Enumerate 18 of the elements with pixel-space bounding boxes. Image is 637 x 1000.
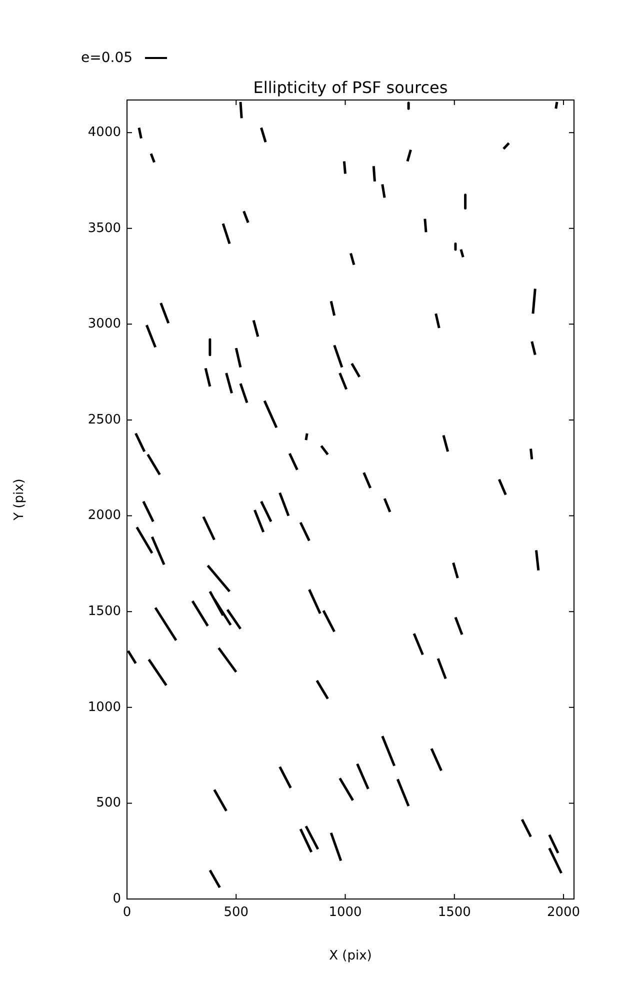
y-tick-label: 0 — [112, 891, 121, 906]
x-tick-label: 0 — [122, 905, 132, 920]
y-tick-label: 3500 — [88, 220, 121, 236]
x-tick-label: 1500 — [438, 905, 471, 920]
y-tick-label: 2000 — [88, 508, 121, 524]
x-tick-label: 1000 — [328, 905, 362, 920]
y-tick-label: 4000 — [88, 124, 121, 140]
chart-title: Ellipticity of PSF sources — [253, 78, 448, 98]
y-axis-title: Y (pix) — [12, 478, 28, 522]
y-tick-label: 3000 — [88, 316, 121, 332]
x-axis-title: X (pix) — [329, 948, 372, 964]
y-tick-label: 1000 — [88, 700, 121, 715]
y-tick-label: 500 — [96, 796, 121, 811]
x-tick-label: 500 — [224, 905, 249, 920]
y-tick-label: 2500 — [88, 412, 121, 428]
text: e=0.05 — [81, 50, 133, 66]
x-tick-label: 2000 — [546, 905, 580, 920]
y-tick-label: 1500 — [88, 604, 121, 619]
